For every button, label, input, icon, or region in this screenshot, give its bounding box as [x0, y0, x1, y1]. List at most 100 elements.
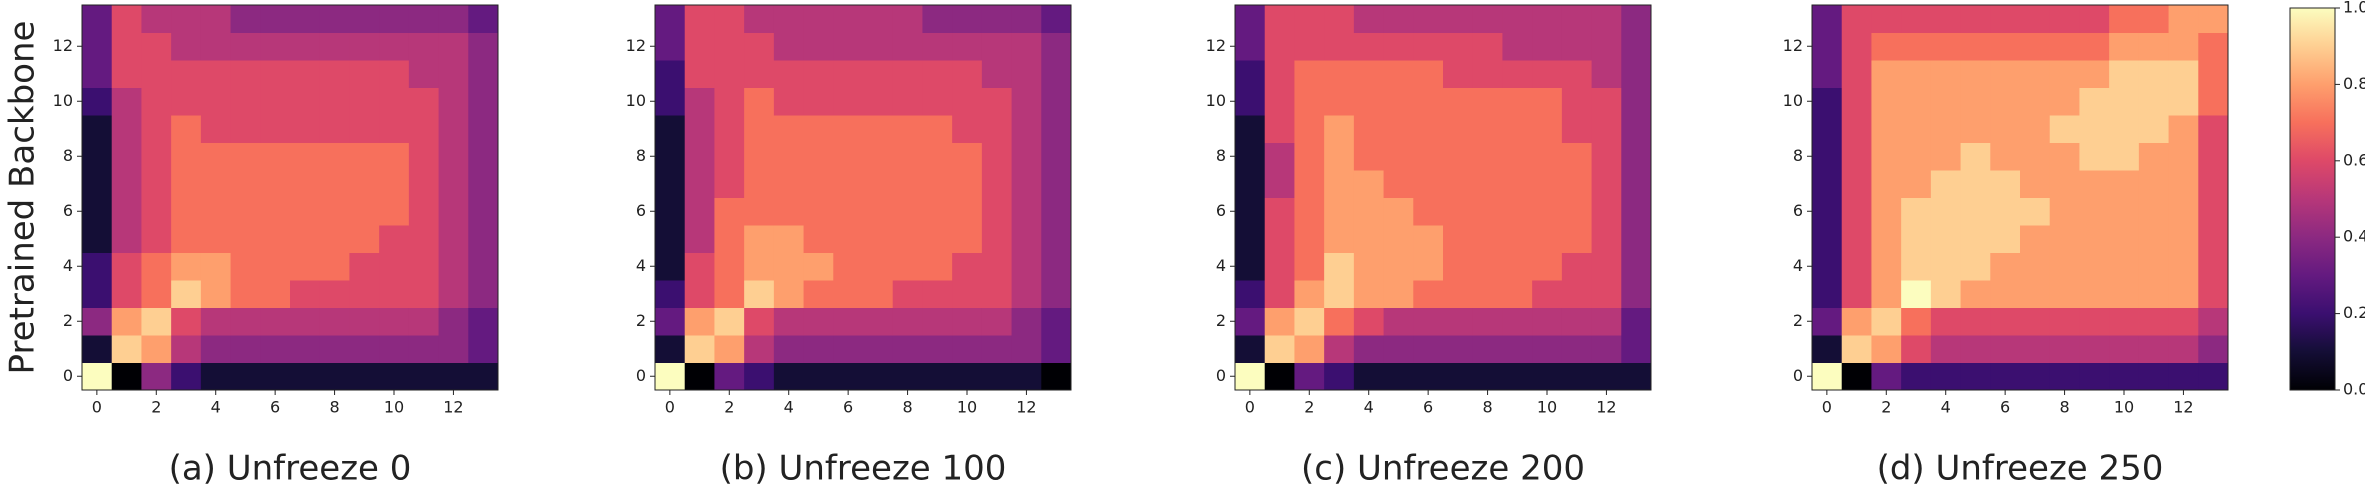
heatmap-cell [803, 87, 834, 116]
heatmap-cell [773, 307, 805, 336]
heatmap-cell [952, 115, 983, 143]
heatmap-cell [1502, 32, 1533, 61]
heatmap-cell [1264, 225, 1295, 253]
heatmap-cell [1871, 170, 1902, 198]
heatmap-cell [1871, 307, 1902, 336]
heatmap-cell [773, 335, 805, 363]
y-tick-label: 6 [636, 201, 646, 220]
heatmap-cell [1591, 307, 1622, 336]
heatmap-cell [1812, 142, 1843, 171]
heatmap-cell [2020, 115, 2051, 143]
heatmap-cell [2079, 307, 2110, 336]
y-tick-label: 10 [1206, 91, 1226, 110]
heatmap-cell [1930, 225, 1962, 253]
heatmap-cell [773, 32, 805, 61]
heatmap-cell [714, 32, 745, 61]
heatmap-cell [2109, 87, 2140, 116]
heatmap-cell [349, 170, 380, 198]
heatmap-cell [863, 252, 894, 281]
heatmap-cell [1841, 225, 1872, 253]
heatmap-cell [1871, 335, 1902, 363]
heatmap-cell [1960, 5, 1991, 33]
heatmap-cell [1990, 225, 2021, 253]
x-tick-label: 4 [1364, 398, 1374, 417]
heatmap-cell [2079, 60, 2110, 88]
heatmap-cell [1812, 87, 1843, 116]
heatmap-cell [379, 225, 410, 253]
x-tick-label: 8 [1482, 398, 1492, 417]
heatmap-cell [1443, 252, 1474, 281]
heatmap-cell [655, 225, 686, 253]
heatmap-cell [1841, 5, 1872, 33]
heatmap-cell [655, 307, 686, 336]
y-tick-label: 8 [636, 146, 646, 165]
heatmap-cell [655, 280, 686, 308]
y-tick-label: 4 [636, 256, 646, 275]
x-tick-label: 0 [92, 398, 102, 417]
heatmap-cell [863, 280, 894, 308]
heatmap-cell [833, 115, 864, 143]
heatmap-cell [230, 307, 261, 336]
heatmap-cell [1930, 307, 1962, 336]
heatmap-cell [1383, 60, 1414, 88]
heatmap-cell [111, 225, 142, 253]
heatmap-cell [1235, 142, 1266, 171]
heatmap-cell [2079, 225, 2110, 253]
y-tick-label: 8 [1793, 146, 1803, 165]
heatmap-cell [1841, 87, 1872, 116]
heatmap-cell [2198, 280, 2229, 308]
heatmap-cell [349, 5, 380, 33]
heatmap-cell [171, 252, 202, 281]
heatmap-cell [408, 252, 440, 281]
heatmap-cell [1871, 280, 1902, 308]
heatmap-cell [1041, 307, 1072, 336]
heatmap-cell [141, 335, 172, 363]
heatmap-cell [773, 5, 805, 33]
heatmap-cell [1294, 142, 1325, 171]
heatmap-cell [714, 362, 745, 391]
heatmap-cell [981, 60, 1013, 88]
heatmap-cell [922, 280, 953, 308]
heatmap-cell [1264, 335, 1295, 363]
heatmap-cell [111, 362, 142, 391]
heatmap-cell [714, 197, 745, 226]
heatmap-cell [438, 142, 469, 171]
heatmap-cell [1901, 115, 1932, 143]
heatmap-cell [833, 335, 864, 363]
heatmap-cell [82, 335, 113, 363]
heatmap-cell [408, 170, 440, 198]
heatmap-cell [408, 142, 440, 171]
heatmap-cell [863, 142, 894, 171]
heatmap-cell [290, 5, 321, 33]
heatmap-cell [1502, 225, 1533, 253]
heatmap-cell [260, 142, 291, 171]
heatmap-cell [922, 225, 953, 253]
heatmap-cell [1591, 5, 1622, 33]
heatmap-cell [2168, 225, 2199, 253]
heatmap-cell [1841, 32, 1872, 61]
heatmap-cell [863, 197, 894, 226]
heatmap-cell [714, 335, 745, 363]
heatmap-cell [1413, 225, 1444, 253]
heatmap-cell [408, 362, 440, 391]
heatmap-cell [833, 280, 864, 308]
heatmap-cell [833, 5, 864, 33]
heatmap-cell [230, 362, 261, 391]
heatmap-cell [141, 142, 172, 171]
heatmap-cell [1353, 197, 1385, 226]
heatmap-cell [82, 252, 113, 281]
heatmap-cell [714, 225, 745, 253]
heatmap-cell [2049, 170, 2080, 198]
heatmap-cell [82, 280, 113, 308]
x-tick-label: 2 [724, 398, 734, 417]
heatmap-cell [833, 142, 864, 171]
heatmap-cell [1960, 115, 1991, 143]
heatmap-cell [2168, 362, 2199, 391]
heatmap-cell [171, 280, 202, 308]
heatmap-cell [892, 87, 923, 116]
heatmap-cell [1621, 252, 1652, 281]
heatmap-cell [468, 280, 499, 308]
heatmap-cell [803, 280, 834, 308]
heatmap-cell [82, 307, 113, 336]
heatmap-cell [468, 362, 499, 391]
